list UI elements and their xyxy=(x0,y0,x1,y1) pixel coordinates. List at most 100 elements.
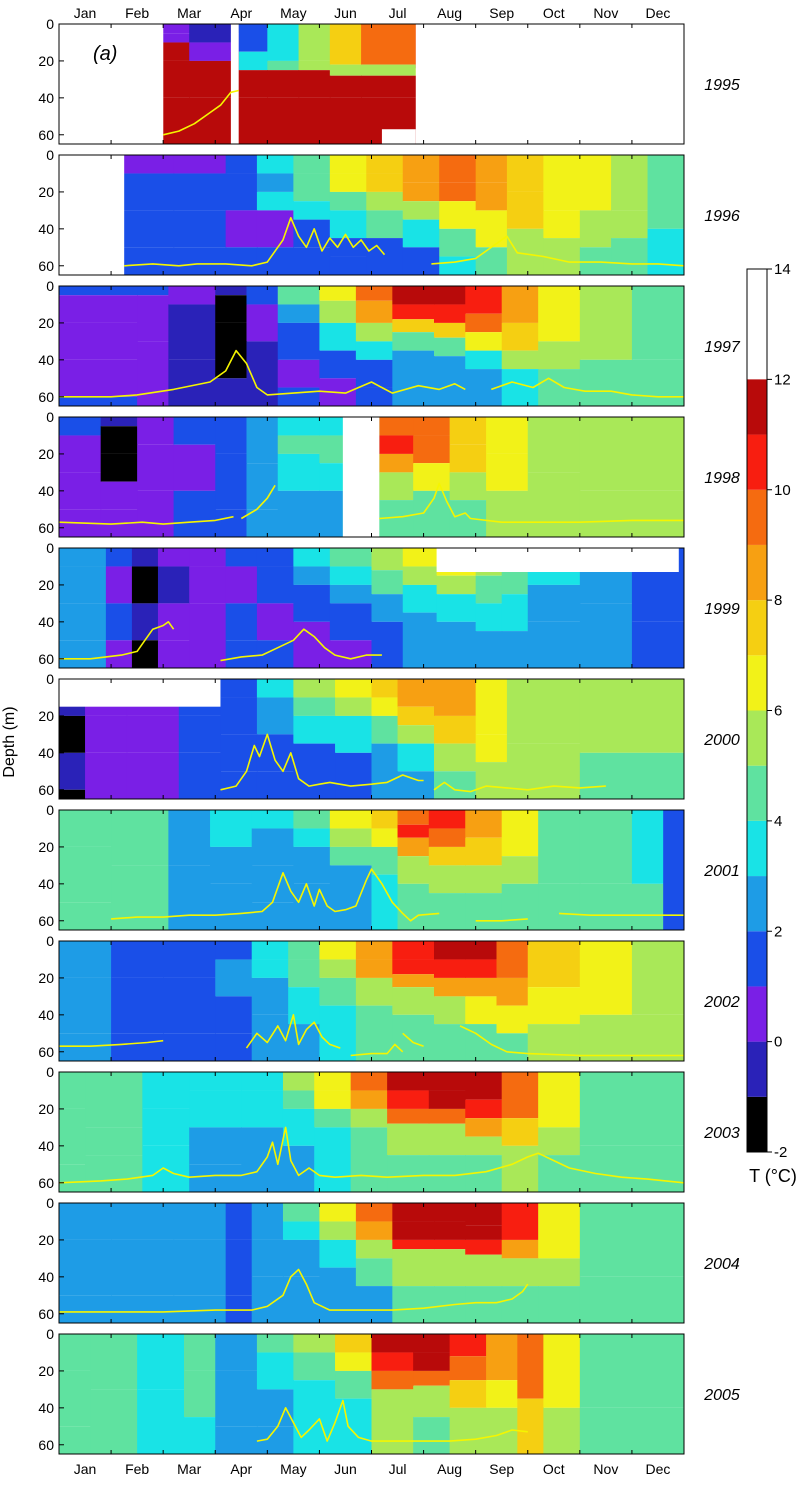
heat-cell xyxy=(256,640,294,668)
heat-cell xyxy=(329,548,373,567)
heat-cell xyxy=(486,1407,518,1454)
heat-cell xyxy=(501,810,539,857)
colorbar-swatch xyxy=(747,820,767,877)
heat-cell xyxy=(215,941,253,960)
month-labels-top: Jan Feb Mar Apr May Jun Jul Aug Sep Oct Nov Dec xyxy=(74,5,671,21)
heat-cell xyxy=(314,1127,352,1192)
heat-cell xyxy=(220,679,258,698)
month-label: Apr xyxy=(230,5,252,21)
heat-cell xyxy=(350,1108,388,1128)
heat-cell xyxy=(319,977,357,1006)
heat-cell xyxy=(538,341,581,370)
heat-cell xyxy=(238,24,268,52)
heat-cell xyxy=(59,472,102,510)
panel-1997: 0 20 40 60 1997 xyxy=(38,278,741,407)
heat-cell xyxy=(319,1221,357,1240)
heat-cell xyxy=(210,810,253,847)
data-gap xyxy=(381,129,416,144)
heat-cell xyxy=(355,1258,393,1287)
heat-cell xyxy=(105,640,133,668)
heat-cell xyxy=(293,883,331,930)
heat-cell xyxy=(111,865,169,930)
heat-cell xyxy=(387,1155,430,1192)
heat-cell xyxy=(538,1155,581,1192)
heat-cell xyxy=(59,1295,112,1323)
heat-cell xyxy=(397,679,435,707)
heat-cell xyxy=(413,1352,451,1371)
heat-cell xyxy=(189,566,227,604)
heat-cell xyxy=(105,548,133,567)
heat-cell xyxy=(392,350,435,406)
heat-cell xyxy=(527,472,581,537)
heat-cell xyxy=(579,1407,684,1454)
heat-cell xyxy=(319,1203,357,1222)
heat-cell xyxy=(434,959,466,978)
colorbar-swatch xyxy=(747,489,767,545)
y-tick-label: 20 xyxy=(38,1363,54,1379)
month-label: Jul xyxy=(389,5,407,21)
heat-cell xyxy=(111,1033,164,1061)
heat-cell xyxy=(111,1203,175,1240)
heat-cell xyxy=(434,337,466,357)
heat-cell xyxy=(319,417,344,436)
heat-cell xyxy=(59,1370,91,1427)
heat-cell xyxy=(402,182,440,202)
heat-cell xyxy=(293,173,331,202)
heat-cell xyxy=(59,322,138,360)
series-line-2003 xyxy=(59,1126,684,1184)
heat-cell xyxy=(111,977,164,1034)
series-line-1998 xyxy=(59,482,684,525)
heat-cell xyxy=(267,60,300,71)
heat-cell xyxy=(293,1352,336,1381)
heat-cell xyxy=(184,1370,216,1418)
month-label: May xyxy=(280,5,306,21)
heat-cell xyxy=(392,1286,435,1323)
heat-cell xyxy=(579,155,612,211)
heat-cell xyxy=(527,621,581,668)
heat-cell xyxy=(631,621,684,668)
heat-cell xyxy=(131,640,159,668)
heat-cell xyxy=(293,548,331,567)
heat-cell xyxy=(173,1203,227,1240)
heat-cell xyxy=(256,734,294,772)
heat-cell xyxy=(256,548,294,567)
heat-cell xyxy=(178,715,222,753)
heat-cell xyxy=(501,883,539,930)
colorbar-swatch xyxy=(747,1041,767,1097)
heat-cell xyxy=(434,286,466,305)
heat-cell xyxy=(434,715,477,744)
heat-cell xyxy=(413,1417,451,1454)
heat-cell xyxy=(413,1334,451,1353)
heat-cell xyxy=(501,1145,539,1192)
heat-cell xyxy=(465,1155,503,1192)
colorbar-swatch xyxy=(747,434,767,490)
heat-cell xyxy=(465,350,503,370)
heat-cell xyxy=(486,1334,518,1381)
heat-cell xyxy=(215,378,248,406)
heat-cell xyxy=(428,846,466,866)
data-gap xyxy=(415,24,684,144)
heat-cell xyxy=(105,566,133,604)
heat-cell xyxy=(379,500,414,537)
heat-cell xyxy=(439,155,477,183)
heat-cell xyxy=(100,453,138,482)
heat-cell xyxy=(225,603,258,641)
colorbar-swatch xyxy=(747,379,767,435)
heat-cell xyxy=(397,771,435,799)
heat-cell xyxy=(538,1127,581,1156)
month-label: Feb xyxy=(125,5,149,21)
heat-cell xyxy=(371,1334,414,1353)
heat-cell xyxy=(215,509,248,537)
y-tick-label: 60 xyxy=(38,1306,54,1322)
heat-cell xyxy=(371,570,404,595)
heat-cell xyxy=(506,191,544,229)
y-tick-label: 20 xyxy=(38,184,54,200)
heat-cell xyxy=(329,828,373,847)
heat-cell xyxy=(475,762,508,799)
heat-cell xyxy=(579,810,633,884)
heat-cell xyxy=(392,332,435,351)
panel-2004: 0 20 40 60 2004 xyxy=(38,1195,740,1324)
y-tick-label: 0 xyxy=(46,671,54,687)
heat-cell xyxy=(631,359,684,406)
heat-cell xyxy=(111,1239,175,1296)
